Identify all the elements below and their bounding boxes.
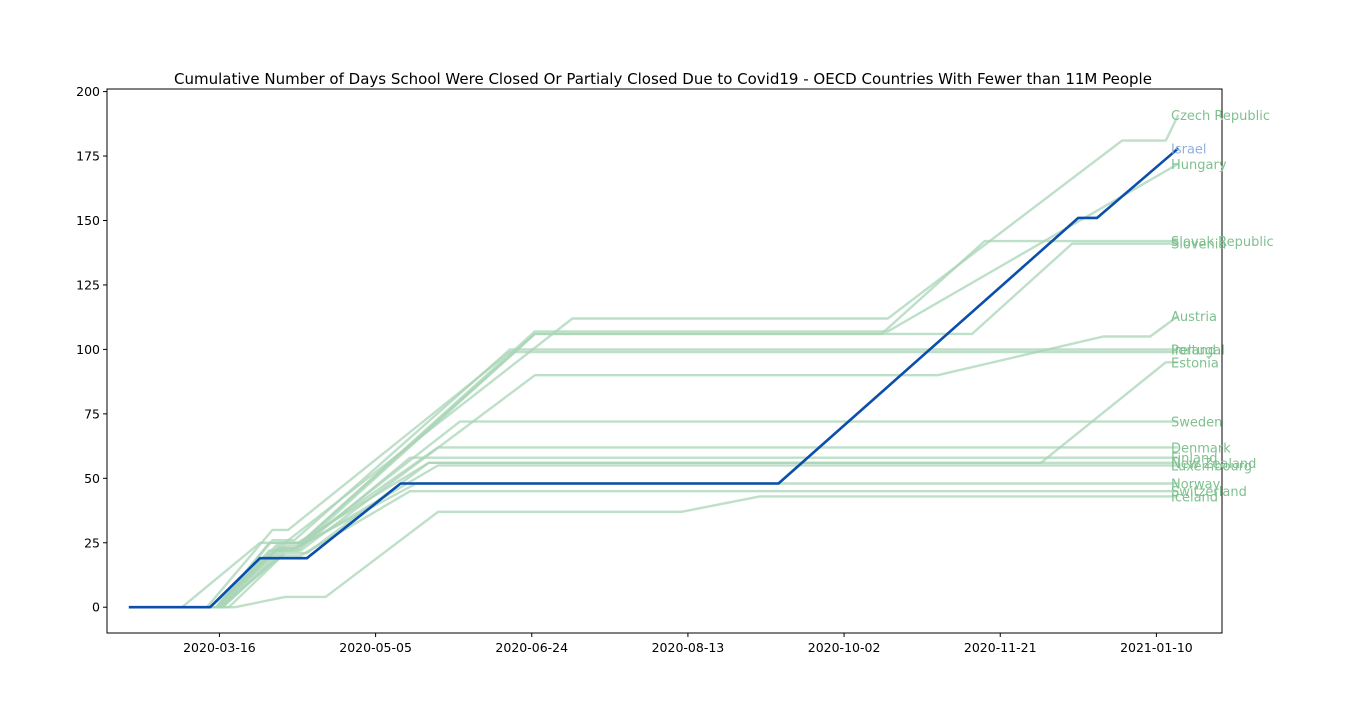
series-line-czech-republic [128,114,1180,609]
series-label-slovenia: Slovenia [1171,238,1226,253]
series-lines [128,114,1180,609]
x-tick-label: 2020-03-16 [183,640,256,655]
y-tick-label: 150 [76,213,100,228]
series-line-portugal [128,348,1179,609]
series-line-norway [128,482,1179,609]
x-tick-label: 2020-06-24 [495,640,568,655]
y-tick-label: 200 [76,84,100,99]
series-line-estonia [128,361,1179,609]
chart-title: Cumulative Number of Days School Were Cl… [174,70,1152,88]
series-line-sweden [128,420,1179,609]
series-line-iceland [128,495,1179,609]
series-label-slovak-republic: Slovak Republic [1171,235,1274,250]
y-tick-label: 25 [84,535,100,550]
axes: 2020-03-16 2020-05-05 2020-06-24 2020-08-13… [76,84,1223,655]
series-label-norway: Norway [1171,477,1221,492]
series-line-ireland [128,350,1179,609]
series-line-austria [128,314,1180,609]
series-label-denmark: Denmark [1171,441,1231,456]
y-tick-label: 0 [92,600,100,615]
series-line-finland [128,456,1179,609]
x-tick-label: 2021-01-10 [1120,640,1193,655]
series-label-ireland: Ireland [1171,343,1216,358]
y-tick-label: 125 [76,277,100,292]
series-label-hungary: Hungary [1171,158,1227,173]
y-tick-label: 100 [76,342,100,357]
series-label-new-zealand: New Zealand [1171,457,1256,472]
x-tick-label: 2020-10-02 [808,640,881,655]
series-label-sweden: Sweden [1171,416,1222,431]
series-label-portugal: Portugal [1171,343,1225,358]
series-label-austria: Austria [1171,310,1217,325]
plot-frame [106,88,1223,634]
y-tick-label: 50 [84,471,100,486]
series-label-luxembourg: Luxembourg [1171,459,1252,474]
series-line-israel [128,147,1180,609]
x-tick-label: 2020-11-21 [964,640,1037,655]
series-label-czech-republic: Czech Republic [1171,109,1270,124]
series-label-israel: Israel [1171,142,1207,157]
series-label-switzerland: Switzerland [1171,485,1247,500]
series-line-denmark [128,446,1179,609]
series-line-switzerland [128,490,1179,609]
series-label-iceland: Iceland [1171,490,1218,505]
series-label-finland: Finland [1171,452,1217,467]
y-tick-label: 175 [76,149,100,164]
series-line-luxembourg [128,464,1179,609]
series-label-estonia: Estonia [1171,356,1219,371]
y-tick-label: 75 [84,406,100,421]
x-tick-label: 2020-05-05 [339,640,412,655]
x-tick-label: 2020-08-13 [652,640,725,655]
